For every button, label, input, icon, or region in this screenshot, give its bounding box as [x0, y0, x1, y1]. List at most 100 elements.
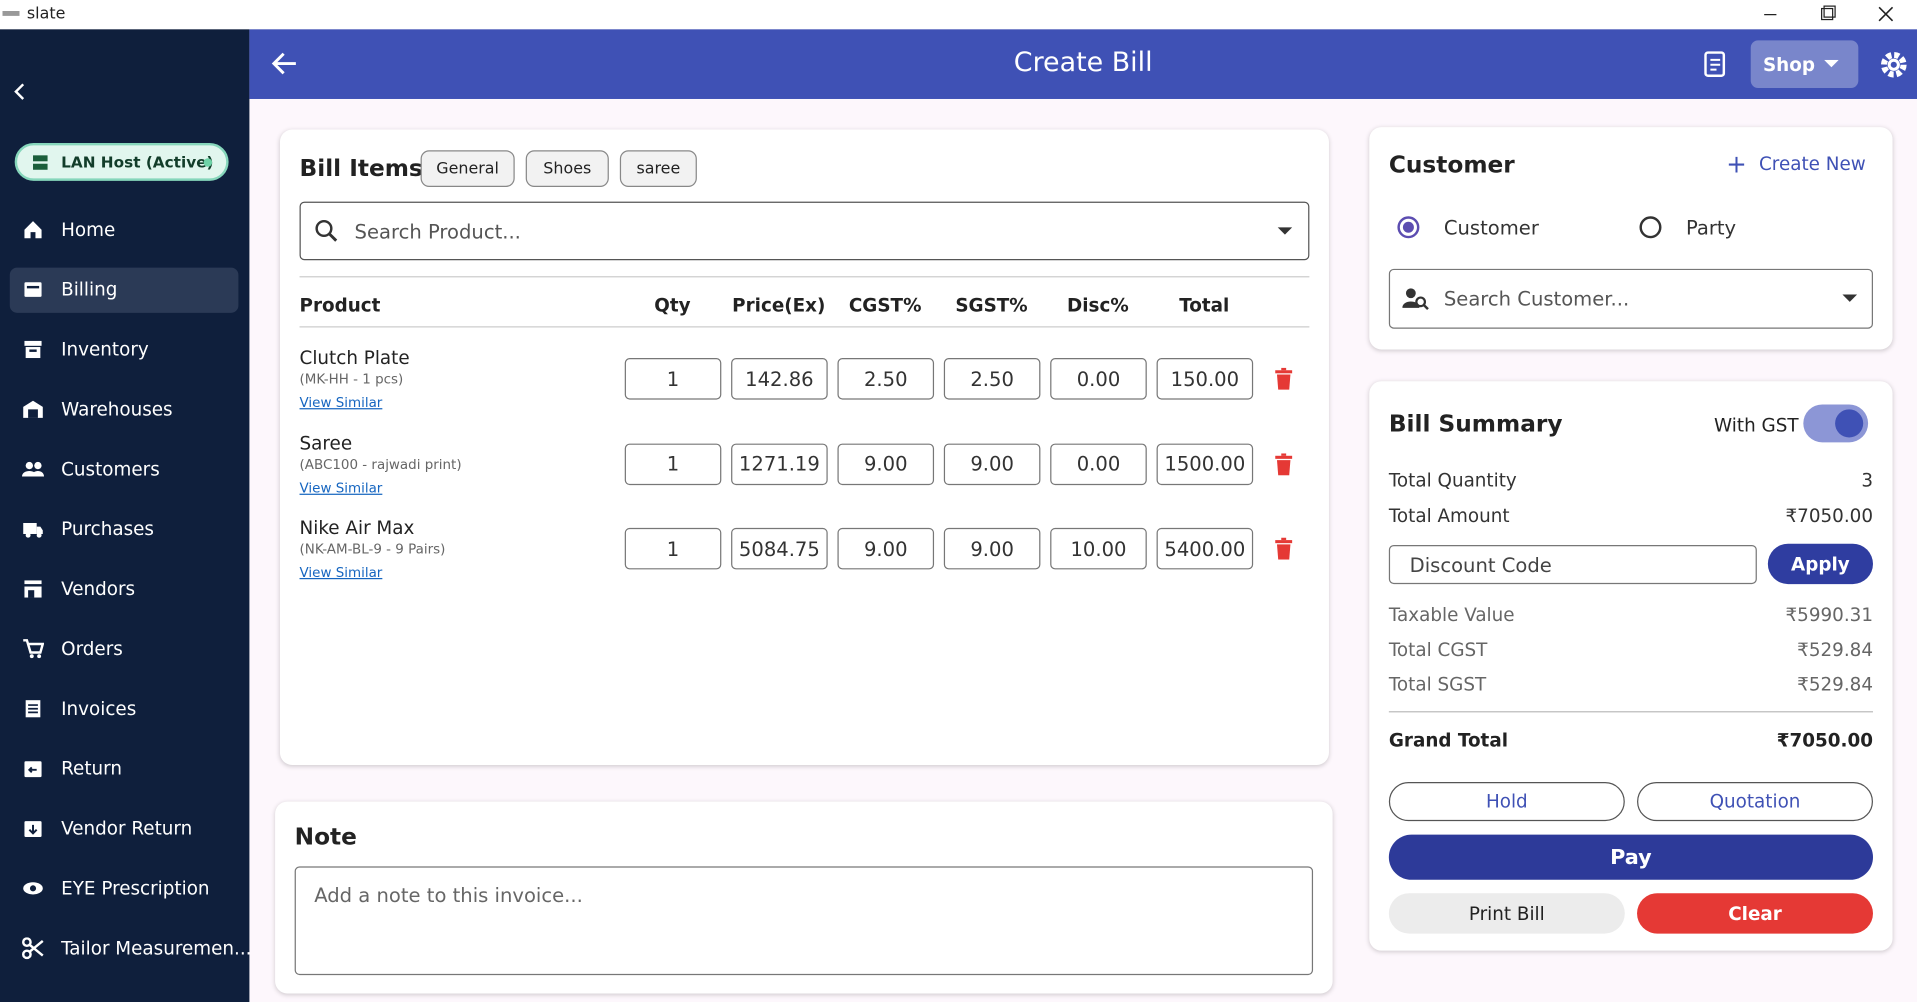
hold-button[interactable]: Hold	[1388, 782, 1625, 822]
summary-label: Total CGST	[1388, 638, 1488, 661]
category-tab[interactable]: saree	[619, 150, 697, 187]
delete-icon[interactable]	[1275, 367, 1293, 390]
nav-label: Customers	[61, 458, 160, 481]
cell-input[interactable]: 9.00	[943, 527, 1041, 570]
delete-icon[interactable]	[1275, 452, 1293, 475]
create-new-button[interactable]: + Create New	[1726, 149, 1866, 179]
nav-icon	[22, 398, 44, 420]
nav-label: Return	[61, 757, 122, 780]
cell-input[interactable]: 142.86	[731, 358, 828, 400]
column-header: Qty	[654, 294, 691, 317]
status-pill[interactable]: LAN Host (Active)	[14, 142, 229, 181]
cell-input[interactable]: 10.00	[1050, 527, 1147, 570]
nav-item[interactable]: Warehouses	[10, 387, 239, 432]
window-controls[interactable]	[1748, 0, 1917, 29]
nav-item[interactable]: Invoices	[10, 687, 239, 732]
shop-button[interactable]: Shop	[1750, 40, 1859, 88]
column-header: SGST%	[955, 294, 1028, 317]
apply-button[interactable]: Apply	[1767, 543, 1873, 585]
cell-input[interactable]: 9.00	[837, 442, 935, 485]
nav-item[interactable]: EYE Prescription	[10, 866, 239, 911]
cell-input[interactable]: 1	[624, 442, 722, 485]
customer-search[interactable]: Search Customer...	[1388, 268, 1873, 329]
nav-label: Billing	[61, 278, 118, 301]
nav-item[interactable]: Vendors	[10, 567, 239, 612]
receipt-icon[interactable]	[1703, 50, 1727, 79]
delete-icon[interactable]	[1275, 537, 1293, 560]
note-placeholder: Add a note to this invoice...	[314, 883, 583, 907]
tab-label: Shoes	[543, 159, 592, 178]
note-input[interactable]: Add a note to this invoice...	[294, 866, 1314, 976]
status-text: LAN Host (Active)	[61, 152, 214, 172]
dropdown-icon	[1842, 294, 1858, 302]
nav-icon	[22, 219, 44, 241]
customer-card: Customer + Create New Search Customer... …	[1369, 127, 1893, 350]
nav-item[interactable]: Purchases	[10, 507, 239, 552]
column-header: Product	[299, 294, 381, 317]
view-similar-link[interactable]: View Similar	[299, 479, 383, 496]
product-sku: (MK-HH - 1 pcs)	[299, 371, 404, 388]
radio-button[interactable]	[1638, 215, 1662, 239]
category-tab[interactable]: Shoes	[525, 150, 609, 187]
app-icon	[2, 10, 20, 16]
nav-item[interactable]: Inventory	[10, 327, 239, 372]
nav-icon	[22, 638, 45, 660]
cell-input[interactable]: 0.00	[1050, 358, 1147, 400]
dropdown-icon	[1277, 227, 1293, 235]
gst-toggle[interactable]	[1803, 404, 1869, 443]
settings-icon[interactable]	[1879, 50, 1908, 79]
pay-button[interactable]: Pay	[1388, 834, 1873, 880]
nav-label: Purchases	[61, 518, 154, 541]
app-header: Create Bill Shop	[249, 29, 1917, 99]
view-similar-link[interactable]: View Similar	[299, 394, 383, 411]
nav-item[interactable]: Return	[10, 747, 239, 792]
nav-item[interactable]: Billing	[9, 267, 239, 313]
cell-value: 1271.19	[738, 452, 820, 476]
summary-value: ₹7050.00	[1785, 504, 1873, 527]
quotation-button[interactable]: Quotation	[1637, 782, 1873, 822]
back-button[interactable]	[271, 51, 298, 75]
clear-button[interactable]: Clear	[1637, 893, 1873, 934]
server-icon	[33, 155, 48, 170]
cell-input[interactable]: 9.00	[837, 527, 935, 570]
nav-item[interactable]: Orders	[10, 627, 239, 672]
cell-value: 5400.00	[1164, 537, 1246, 561]
card-title: Bill Summary	[1388, 410, 1563, 438]
print-button[interactable]: Print Bill	[1388, 893, 1625, 934]
status-dot	[203, 158, 213, 167]
cell-input[interactable]: 5400.00	[1156, 527, 1254, 570]
card-title: Bill Items	[299, 155, 423, 183]
cell-input[interactable]: 5084.75	[731, 527, 828, 570]
cell-input[interactable]: 2.50	[837, 358, 935, 400]
person-search-icon	[1402, 288, 1429, 311]
summary-label: Grand Total	[1388, 729, 1508, 752]
view-similar-link[interactable]: View Similar	[299, 564, 383, 581]
cell-input[interactable]: 1500.00	[1156, 442, 1254, 485]
summary-label: Total SGST	[1388, 673, 1487, 696]
nav-label: Home	[61, 218, 116, 241]
nav-item[interactable]: Vendor Return	[10, 806, 239, 851]
product-search[interactable]: Search Product...	[299, 201, 1310, 261]
nav-icon	[22, 279, 44, 301]
cell-input[interactable]: 2.50	[943, 358, 1041, 400]
cell-value: 5084.75	[738, 537, 820, 561]
cell-input[interactable]: 9.00	[943, 442, 1041, 485]
radio-button[interactable]	[1396, 215, 1420, 239]
cell-input[interactable]: 1	[624, 527, 722, 570]
cell-input[interactable]: 0.00	[1050, 442, 1147, 485]
category-tab[interactable]: General	[420, 150, 515, 187]
discount-input[interactable]: Discount Code	[1388, 544, 1757, 585]
column-header: CGST%	[848, 294, 922, 317]
cell-input[interactable]: 1	[624, 358, 722, 400]
collapse-icon[interactable]	[10, 82, 30, 102]
cell-value: 0.00	[1076, 367, 1121, 391]
nav-item[interactable]: Home	[10, 208, 239, 253]
summary-value: 3	[1861, 469, 1873, 492]
cell-input[interactable]: 1271.19	[731, 442, 828, 485]
nav-item[interactable]: Tailor Measuremen...	[10, 926, 252, 971]
summary-label: Total Amount	[1388, 504, 1510, 527]
hold-label: Hold	[1485, 790, 1528, 813]
cell-input[interactable]: 150.00	[1156, 358, 1254, 400]
nav-item[interactable]: Customers	[10, 447, 239, 492]
